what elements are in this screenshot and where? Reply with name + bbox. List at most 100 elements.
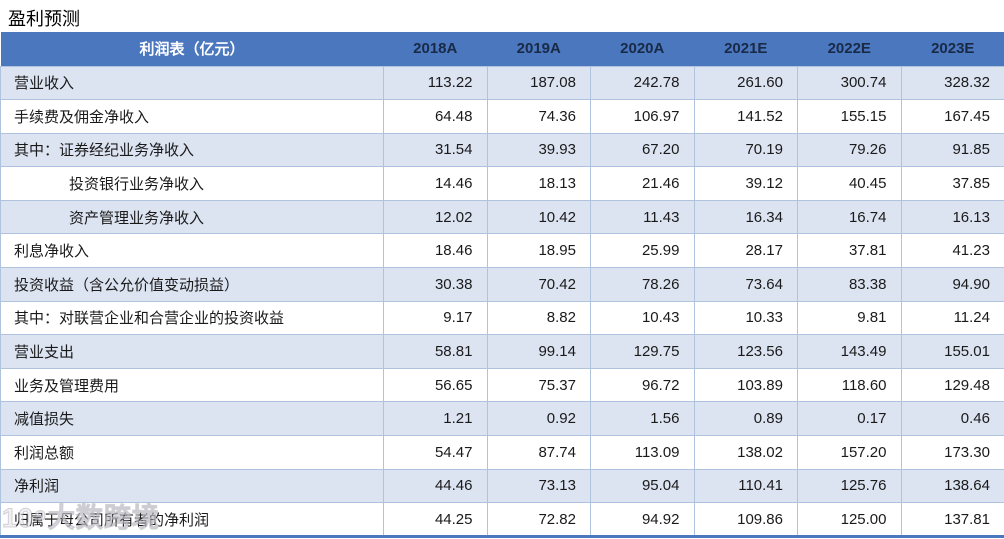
cell-2023E: 11.24	[900, 300, 1004, 336]
cell-2021E: 39.12	[693, 166, 798, 201]
cell-2020A: 106.97	[590, 99, 695, 134]
cell-2022E: 9.81	[797, 300, 902, 336]
table-row: 减值损失 1.21 0.92 1.56 0.89 0.17 0.46	[0, 401, 1004, 437]
cell-2019A: 99.14	[486, 334, 591, 369]
row-label: 投资银行业务净收入	[0, 166, 384, 201]
row-label: 业务及管理费用	[0, 367, 384, 403]
cell-2019A: 39.93	[486, 132, 591, 168]
table-row: 业务及管理费用 56.65 75.37 96.72 103.89 118.60 129.48	[0, 367, 1004, 403]
cell-2019A: 8.82	[486, 300, 591, 336]
cell-2019A: 70.42	[486, 267, 591, 302]
row-label: 利润总额	[0, 435, 384, 470]
row-label: 其中：对联营企业和合营企业的投资收益	[0, 300, 384, 336]
cell-2022E: 155.15	[797, 99, 902, 134]
cell-2018A: 9.17	[383, 300, 488, 336]
cell-2023E: 37.85	[900, 166, 1004, 201]
cell-2023E: 16.13	[900, 199, 1004, 235]
row-label: 归属于母公司所有者的净利润	[0, 502, 384, 537]
cell-2019A: 75.37	[486, 367, 591, 403]
table-row: 利息净收入 18.46 18.95 25.99 28.17 37.81 41.23	[0, 233, 1004, 269]
cell-2021E: 141.52	[693, 99, 798, 134]
cell-2020A: 10.43	[590, 300, 695, 336]
cell-2021E: 138.02	[693, 435, 798, 470]
cell-2023E: 328.32	[900, 65, 1004, 101]
page-title: 盈利预测	[8, 9, 80, 29]
cell-2020A: 113.09	[590, 435, 695, 470]
header-year-2018A: 2018A	[383, 32, 487, 66]
cell-2023E: 94.90	[900, 267, 1004, 302]
row-label: 营业收入	[0, 65, 384, 101]
header-year-2023E: 2023E	[901, 32, 1004, 66]
header-income-statement: 利润表（亿元）	[0, 32, 384, 66]
cell-2021E: 10.33	[693, 300, 798, 336]
table-row: 投资收益（含公允价值变动损益） 30.38 70.42 78.26 73.64 83.38…	[0, 267, 1004, 302]
row-label: 其中：证券经纪业务净收入	[0, 132, 384, 168]
cell-2020A: 78.26	[590, 267, 695, 302]
cell-2018A: 44.46	[383, 468, 488, 504]
cell-2022E: 125.76	[797, 468, 902, 504]
cell-2023E: 41.23	[900, 233, 1004, 269]
cell-2019A: 73.13	[486, 468, 591, 504]
cell-2021E: 261.60	[693, 65, 798, 101]
cell-2022E: 16.74	[797, 199, 902, 235]
cell-2018A: 14.46	[383, 166, 488, 201]
table-row: 利润总额 54.47 87.74 113.09 138.02 157.20 173.30	[0, 435, 1004, 470]
cell-2020A: 21.46	[590, 166, 695, 201]
cell-2019A: 87.74	[486, 435, 591, 470]
cell-2020A: 94.92	[590, 502, 695, 537]
cell-2020A: 11.43	[590, 199, 695, 235]
table-row: 其中：证券经纪业务净收入 31.54 39.93 67.20 70.19 79.26 91.…	[0, 132, 1004, 168]
cell-2022E: 40.45	[797, 166, 902, 201]
table-row: 归属于母公司所有者的净利润 44.25 72.82 94.92 109.86 125.00…	[0, 502, 1004, 537]
cell-2021E: 16.34	[693, 199, 798, 235]
header-year-2019A: 2019A	[487, 32, 591, 66]
cell-2022E: 79.26	[797, 132, 902, 168]
row-label: 手续费及佣金净收入	[0, 99, 384, 134]
row-label: 利息净收入	[0, 233, 384, 269]
header-year-2020A: 2020A	[590, 32, 694, 66]
cell-2023E: 0.46	[900, 401, 1004, 437]
cell-2022E: 300.74	[797, 65, 902, 101]
cell-2019A: 10.42	[486, 199, 591, 235]
cell-2022E: 157.20	[797, 435, 902, 470]
cell-2023E: 155.01	[900, 334, 1004, 369]
cell-2021E: 73.64	[693, 267, 798, 302]
row-label: 净利润	[0, 468, 384, 504]
cell-2020A: 96.72	[590, 367, 695, 403]
cell-2021E: 0.89	[693, 401, 798, 437]
table-row: 手续费及佣金净收入 64.48 74.36 106.97 141.52 155.15 167…	[0, 99, 1004, 134]
cell-2018A: 113.22	[383, 65, 488, 101]
profit-forecast-table: 利润表（亿元） 2018A 2019A 2020A 2021E 2022E 2023E 营业…	[0, 32, 1004, 538]
cell-2023E: 129.48	[900, 367, 1004, 403]
cell-2021E: 123.56	[693, 334, 798, 369]
table-row: 净利润 44.46 73.13 95.04 110.41 125.76 138.64	[0, 468, 1004, 504]
cell-2022E: 125.00	[797, 502, 902, 537]
row-label: 资产管理业务净收入	[0, 199, 384, 235]
cell-2018A: 18.46	[383, 233, 488, 269]
cell-2019A: 72.82	[486, 502, 591, 537]
header-year-2021E: 2021E	[694, 32, 798, 66]
table-row: 投资银行业务净收入 14.46 18.13 21.46 39.12 40.45 37.85	[0, 166, 1004, 201]
table-row: 营业收入 113.22 187.08 242.78 261.60 300.74 328.32	[0, 65, 1004, 101]
cell-2021E: 28.17	[693, 233, 798, 269]
cell-2020A: 1.56	[590, 401, 695, 437]
cell-2022E: 0.17	[797, 401, 902, 437]
cell-2018A: 56.65	[383, 367, 488, 403]
cell-2022E: 83.38	[797, 267, 902, 302]
table-header-row: 利润表（亿元） 2018A 2019A 2020A 2021E 2022E 2023E	[0, 32, 1004, 66]
cell-2022E: 118.60	[797, 367, 902, 403]
cell-2020A: 129.75	[590, 334, 695, 369]
row-label: 营业支出	[0, 334, 384, 369]
cell-2019A: 74.36	[486, 99, 591, 134]
cell-2018A: 44.25	[383, 502, 488, 537]
cell-2018A: 12.02	[383, 199, 488, 235]
cell-2023E: 137.81	[900, 502, 1004, 537]
cell-2019A: 187.08	[486, 65, 591, 101]
cell-2023E: 167.45	[900, 99, 1004, 134]
cell-2023E: 173.30	[900, 435, 1004, 470]
cell-2020A: 67.20	[590, 132, 695, 168]
cell-2018A: 31.54	[383, 132, 488, 168]
cell-2018A: 1.21	[383, 401, 488, 437]
cell-2023E: 91.85	[900, 132, 1004, 168]
table-row: 其中：对联营企业和合营企业的投资收益 9.17 8.82 10.43 10.33 9.81…	[0, 300, 1004, 336]
